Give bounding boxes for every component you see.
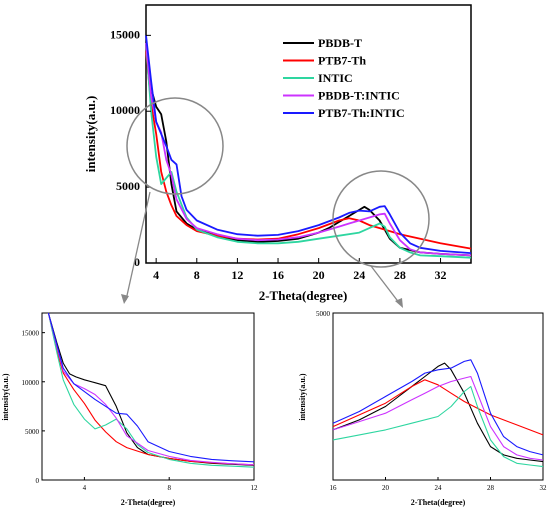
- main-series-line-5: [145, 35, 472, 254]
- left-inset-axis-ticks: [42, 332, 255, 481]
- left-inset-x-axis-label: 2-Theta(degree): [121, 498, 176, 507]
- legend: PBDB-T PTB7-Th INTIC PBDB-T:INTIC PTB7-Th:IN…: [283, 36, 405, 120]
- main-series-lines: [145, 35, 472, 259]
- right-x-tick-label: 28: [487, 484, 495, 492]
- left-inset-y-axis-label: intensity(a.u.): [1, 373, 10, 420]
- left-series-line-4: [47, 312, 255, 466]
- main-chart-panel: 4 8 12 16 20 24 28 32 0 5000 10000 15000 2-Theta(de…: [83, 4, 472, 308]
- main-plot-frame: [145, 4, 472, 264]
- main-x-axis-label: 2-Theta(degree): [259, 288, 348, 303]
- highlight-circle-right: [332, 170, 430, 268]
- right-inset-y-axis-label: intensity(a.u.): [298, 373, 307, 420]
- right-x-tick-label: 32: [540, 484, 548, 492]
- main-y-axis-label: intensity(a.u.): [83, 96, 98, 173]
- left-series-line-3: [47, 312, 255, 468]
- right-series-line-3: [332, 385, 544, 468]
- left-inset-frame: [41, 312, 255, 481]
- highlight-circle-left: [126, 97, 224, 195]
- main-y-tick-label: 5000: [116, 179, 140, 193]
- left-series-line-2: [47, 312, 255, 466]
- arrow-to-left-inset: [125, 191, 151, 301]
- right-series-line-4: [332, 375, 544, 461]
- main-x-tick-label: 32: [435, 268, 447, 282]
- right-y-tick-label: 5000: [316, 310, 331, 318]
- left-series-line-5: [47, 312, 255, 463]
- main-x-tick-label: 24: [353, 268, 365, 282]
- arrow-head-right: [395, 298, 403, 308]
- arrow-head-left: [121, 294, 129, 304]
- main-y-tick-label: 15000: [110, 27, 140, 41]
- legend-label-4: PBDB-T:INTIC: [318, 89, 400, 103]
- main-x-tick-label: 8: [194, 268, 200, 282]
- right-series-line-5: [332, 359, 544, 456]
- main-series-line-3: [145, 42, 472, 259]
- right-inset-x-axis-label: 2-Theta(degree): [411, 498, 466, 507]
- main-x-tick-label: 28: [394, 268, 406, 282]
- left-y-tick-label: 5000: [25, 428, 40, 436]
- main-series-line-4: [145, 42, 472, 257]
- right-inset-axis-ticks: [332, 312, 544, 480]
- main-tick-labels: 4 8 12 16 20 24 28 32 0 5000 10000 15000: [110, 27, 447, 282]
- legend-label-3: INTIC: [318, 71, 353, 85]
- right-inset-panel: 16 20 24 28 32 5000 2-Theta(degree) intensity…: [298, 310, 547, 507]
- right-x-tick-label: 24: [435, 484, 443, 492]
- right-x-tick-label: 20: [382, 484, 390, 492]
- main-x-tick-label: 12: [231, 268, 243, 282]
- left-x-tick-label: 4: [83, 484, 87, 492]
- legend-label-2: PTB7-Th: [318, 54, 366, 68]
- left-x-tick-label: 12: [251, 484, 259, 492]
- main-y-tick-label: 10000: [110, 103, 140, 117]
- right-inset-series-lines: [332, 359, 544, 468]
- legend-label-1: PBDB-T: [318, 36, 362, 50]
- left-inset-series-lines: [47, 312, 255, 468]
- left-series-line-1: [47, 312, 255, 466]
- right-x-tick-label: 16: [330, 484, 338, 492]
- right-inset-tick-labels: 16 20 24 28 32 5000: [316, 310, 547, 492]
- left-inset-tick-labels: 4 8 12 0 5000 10000 15000: [22, 330, 259, 492]
- main-y-tick-label: 0: [134, 255, 140, 269]
- main-series-line-1: [145, 42, 472, 257]
- main-x-tick-label: 20: [313, 268, 325, 282]
- right-series-line-1: [332, 362, 544, 463]
- main-axis-ticks: [146, 34, 442, 264]
- right-inset-frame: [332, 312, 544, 481]
- left-y-tick-label: 10000: [22, 379, 40, 387]
- main-x-tick-label: 4: [153, 268, 159, 282]
- arrow-to-right-inset: [370, 265, 401, 305]
- main-x-tick-label: 16: [272, 268, 284, 282]
- left-x-tick-label: 8: [167, 484, 171, 492]
- left-inset-panel: 4 8 12 0 5000 10000 15000 2-Theta(degree) inte…: [1, 312, 259, 507]
- legend-label-5: PTB7-Th:INTIC: [318, 106, 405, 120]
- left-y-tick-label: 0: [36, 477, 40, 485]
- right-series-line-2: [332, 379, 544, 436]
- left-y-tick-label: 15000: [22, 330, 40, 338]
